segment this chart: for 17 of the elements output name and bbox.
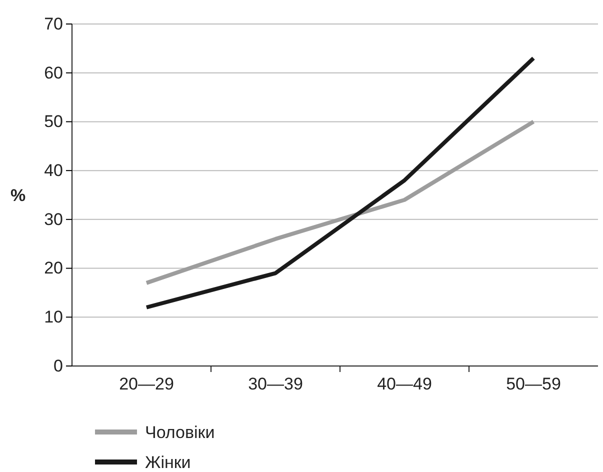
line-series	[144, 120, 536, 285]
y-tick-label: 10	[44, 308, 63, 327]
y-tick-label: 40	[44, 161, 63, 180]
x-tick-label: 20—29	[119, 374, 174, 394]
legend-label: Чоловіки	[145, 423, 215, 442]
line-series	[144, 56, 536, 310]
y-tick-label: 50	[44, 112, 63, 132]
legend-label: Жінки	[145, 453, 191, 472]
x-tick-label: 30—39	[248, 374, 303, 394]
y-tick-label: 30	[44, 210, 63, 229]
y-axis-title: %	[10, 186, 26, 205]
y-tick-label: 20	[44, 258, 63, 278]
y-tick-label: 70	[44, 14, 63, 34]
y-tick-label: 60	[44, 63, 63, 82]
y-tick-label: 0	[54, 356, 63, 376]
x-tick-label: 50—59	[506, 374, 561, 394]
x-tick-label: 40—49	[377, 374, 432, 394]
